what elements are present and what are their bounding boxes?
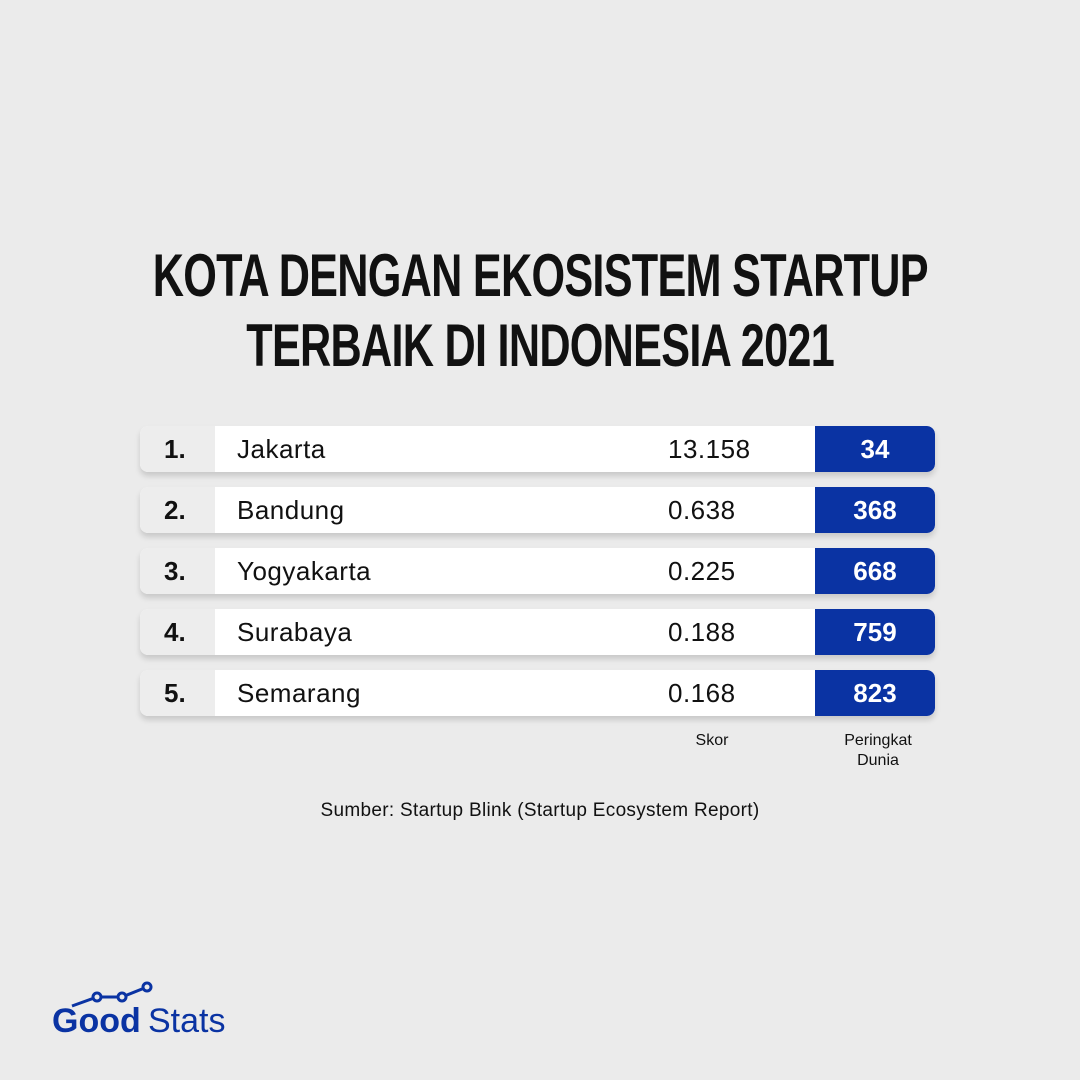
rank-cell: 4. bbox=[140, 609, 215, 655]
score-cell: 0.168 bbox=[668, 678, 736, 708]
title-text: TERBAIK DI INDONESIA 2021 bbox=[246, 312, 834, 379]
source-note: Sumber: Startup Blink (Startup Ecosystem… bbox=[320, 800, 760, 821]
world-rank-cell: 668 bbox=[815, 548, 935, 594]
rank-cell: 5. bbox=[140, 670, 215, 716]
title-line-1: KOTA DENGAN EKOSISTEM STARTUP bbox=[0, 246, 1080, 306]
label-line: Peringkat bbox=[844, 732, 912, 749]
city-cell: Yogyakarta bbox=[237, 556, 372, 586]
goodstats-logo: Good Stats bbox=[52, 980, 242, 1045]
rank-cell: 3. bbox=[140, 548, 215, 594]
score-cell: 13.158 bbox=[668, 434, 751, 464]
score-cell: 0.188 bbox=[668, 617, 736, 647]
rank-cell: 2. bbox=[140, 487, 215, 533]
trend-line-icon bbox=[71, 981, 153, 1008]
world-rank-cell: 34 bbox=[815, 426, 935, 472]
table-row: 5. Semarang 0.168 823 bbox=[140, 670, 935, 716]
world-rank-cell: 759 bbox=[815, 609, 935, 655]
table-row: 4. Surabaya 0.188 759 bbox=[140, 609, 935, 655]
score-cell: 0.638 bbox=[668, 495, 736, 525]
world-rank-cell: 823 bbox=[815, 670, 935, 716]
column-label-score: Skor bbox=[695, 732, 729, 749]
label-line: Dunia bbox=[857, 752, 899, 769]
title-line-2: TERBAIK DI INDONESIA 2021 bbox=[0, 316, 1080, 376]
table-row: 3. Yogyakarta 0.225 668 bbox=[140, 548, 935, 594]
title-text: KOTA DENGAN EKOSISTEM STARTUP bbox=[152, 242, 928, 309]
city-cell: Surabaya bbox=[237, 617, 353, 647]
city-cell: Jakarta bbox=[237, 434, 326, 464]
logo-text-stats: Stats bbox=[148, 1002, 225, 1040]
city-cell: Semarang bbox=[237, 678, 361, 708]
table-row: 1. Jakarta 13.158 34 bbox=[140, 426, 935, 472]
city-cell: Bandung bbox=[237, 495, 345, 525]
logo-text-good: Good bbox=[52, 1002, 141, 1040]
score-cell: 0.225 bbox=[668, 556, 736, 586]
world-rank-cell: 368 bbox=[815, 487, 935, 533]
column-label-world-rank: Peringkat Dunia bbox=[818, 731, 938, 771]
table-row: 2. Bandung 0.638 368 bbox=[140, 487, 935, 533]
rank-cell: 1. bbox=[140, 426, 215, 472]
